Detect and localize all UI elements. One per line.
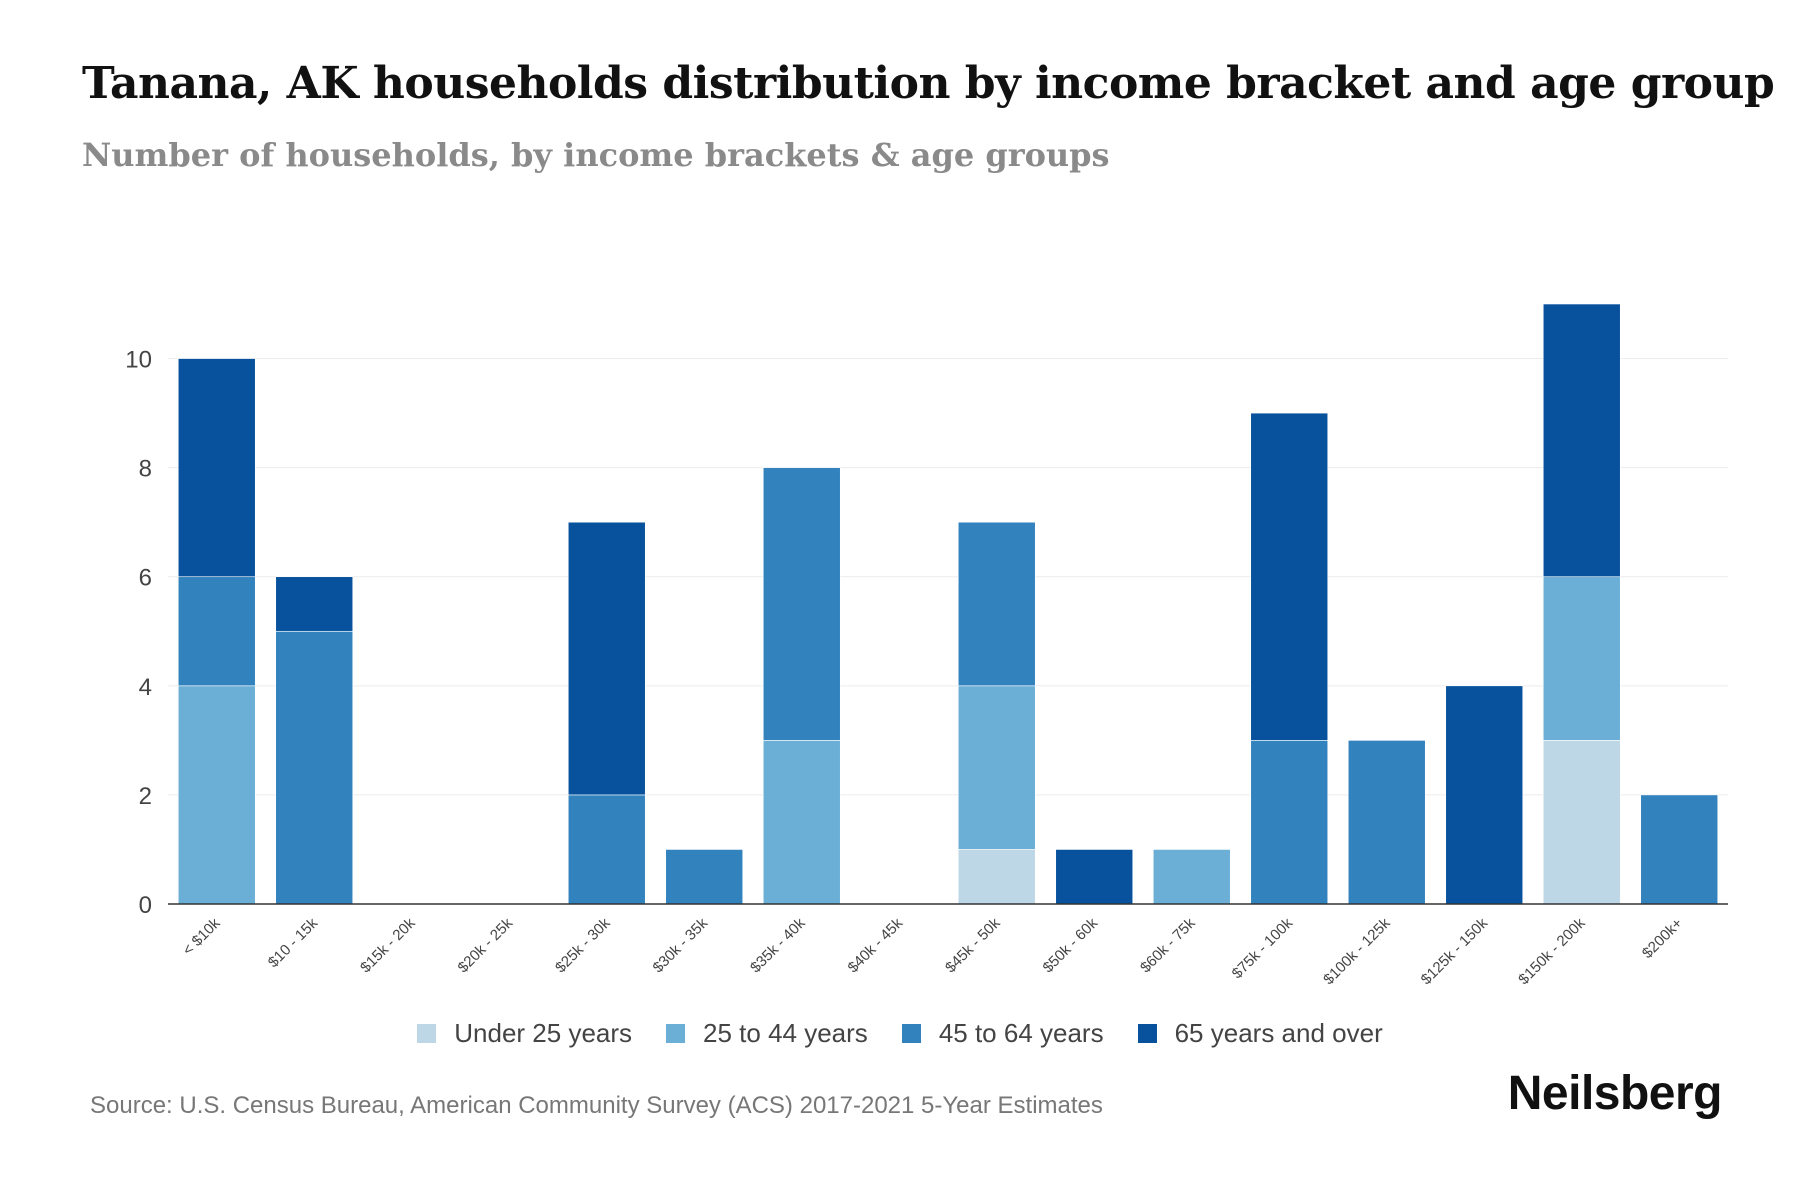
bar-segment-45-to-64-years[interactable] [1250, 740, 1329, 905]
chart-subtitle: Number of households, by income brackets… [82, 136, 1110, 174]
x-tick-label: $20k - 25k [455, 914, 517, 976]
y-tick-label: 4 [139, 674, 152, 701]
bar-segment-65-years-and-over[interactable] [1542, 303, 1621, 578]
bar-segment-45-to-64-years[interactable] [762, 467, 841, 741]
x-tick-label: < $10k [179, 914, 224, 959]
bar-segment-65-years-and-over[interactable] [275, 576, 354, 632]
bar-segment-25-to-44-years[interactable] [1152, 849, 1231, 905]
bar-segment-65-years-and-over[interactable] [1250, 412, 1329, 741]
bar-segment-25-to-44-years[interactable] [957, 685, 1036, 850]
bar-segment-65-years-and-over[interactable] [1445, 685, 1524, 905]
legend-swatch [417, 1024, 437, 1043]
legend-item-under-25[interactable]: Under 25 years [417, 1018, 632, 1049]
x-tick-label: $150k - 200k [1515, 914, 1589, 988]
legend-swatch [901, 1024, 921, 1043]
bar-segment-under-25-years[interactable] [1542, 740, 1621, 905]
x-tick-label: $60k - 75k [1137, 914, 1199, 976]
y-tick-label: 0 [139, 892, 152, 919]
legend-swatch [666, 1024, 686, 1043]
stacked-bar-chart: 0 2 4 6 8 10 < $10k $10 - 15k $15k - 20k $20k - 2… [125, 303, 1728, 988]
legend-item-65-and-over[interactable]: 65 years and over [1137, 1018, 1383, 1049]
bars [177, 303, 1719, 905]
bar-segment-25-to-44-years[interactable] [762, 740, 841, 905]
legend-label: 65 years and over [1174, 1018, 1383, 1048]
bar-segment-65-years-and-over[interactable] [567, 521, 646, 796]
chart-title: Tanana, AK households distribution by in… [82, 58, 1775, 109]
bar-segment-45-to-64-years[interactable] [567, 794, 646, 905]
x-tick-label: $40k - 45k [845, 914, 907, 976]
x-tick-label: $30k - 35k [650, 914, 712, 976]
x-tick-label: $200k+ [1639, 915, 1686, 962]
legend-label: Under 25 years [454, 1018, 633, 1048]
x-tick-label: $25k - 30k [552, 914, 614, 976]
y-tick-label: 2 [139, 783, 152, 810]
legend-label: 45 to 64 years [938, 1018, 1104, 1048]
x-tick-label: $125k - 150k [1418, 914, 1492, 988]
x-tick-label: $50k - 60k [1040, 914, 1102, 976]
bar-segment-25-to-44-years[interactable] [177, 685, 256, 905]
x-tick-label: $10 - 15k [265, 914, 322, 971]
x-tick-label: $35k - 40k [747, 914, 809, 976]
x-tick-label: $45k - 50k [942, 914, 1004, 976]
bar-segment-45-to-64-years[interactable] [1640, 794, 1719, 905]
bar-segment-25-to-44-years[interactable] [1542, 576, 1621, 741]
brand-logo: Neilsberg [1507, 1067, 1723, 1120]
legend-item-25-to-44[interactable]: 25 to 44 years [666, 1018, 868, 1049]
x-tick-label: $75k - 100k [1229, 914, 1297, 982]
bar-segment-45-to-64-years[interactable] [177, 576, 256, 687]
y-tick-label: 8 [139, 456, 152, 483]
x-tick-label: $100k - 125k [1320, 914, 1394, 988]
bar-segment-65-years-and-over[interactable] [1055, 849, 1134, 905]
bar-segment-under-25-years[interactable] [957, 849, 1036, 905]
bar-segment-45-to-64-years[interactable] [275, 630, 354, 905]
bar-segment-45-to-64-years[interactable] [1347, 740, 1426, 905]
legend-swatch [1137, 1024, 1157, 1043]
legend: Under 25 years 25 to 44 years 45 to 64 y… [0, 1018, 1800, 1049]
legend-item-45-to-64[interactable]: 45 to 64 years [901, 1018, 1104, 1049]
y-tick-label: 6 [139, 565, 152, 592]
y-tick-label: 10 [125, 347, 152, 374]
source-note: Source: U.S. Census Bureau, American Com… [90, 1092, 1103, 1119]
x-tick-label: $15k - 20k [357, 914, 419, 976]
bar-segment-65-years-and-over[interactable] [177, 358, 256, 578]
legend-label: 25 to 44 years [703, 1018, 868, 1048]
bar-segment-45-to-64-years[interactable] [665, 849, 744, 905]
bar-segment-45-to-64-years[interactable] [957, 521, 1036, 687]
